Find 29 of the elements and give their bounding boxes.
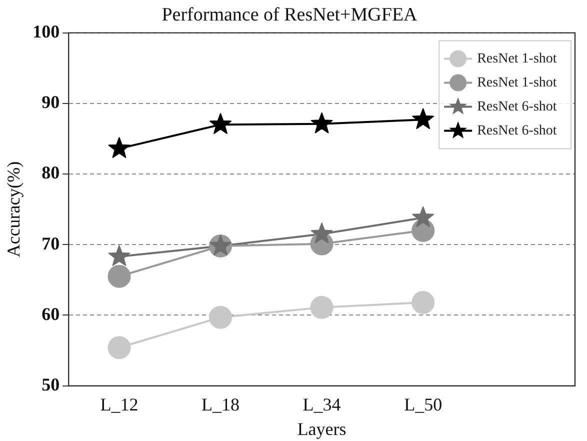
chart-title: Performance of ResNet+MGFEA [162,4,418,26]
point [310,296,334,319]
y-tick-label: 60 [42,304,60,324]
legend-label: ResNet 1-shot [477,51,557,66]
x-tick-label: L_50 [404,394,442,414]
legend-label: ResNet 6-shot [477,123,557,138]
point [210,113,232,134]
x-tick-label: L_12 [100,394,138,414]
y-tick-label: 90 [42,92,60,112]
x-axis-title: Layers [297,418,346,439]
legend-label: ResNet 6-shot [477,99,557,114]
y-tick-label: 70 [42,233,60,254]
point [108,245,130,266]
x-tick-label: L_18 [202,394,240,414]
point [108,264,131,288]
point [108,336,131,360]
point [412,206,434,228]
point [412,108,434,130]
y-tick-label: 50 [42,374,60,394]
legend-label: ResNet 1-shot [477,75,557,90]
point [108,137,130,158]
y-tick-label: 80 [42,162,60,183]
y-tick-label: 100 [32,21,60,42]
point [310,222,333,244]
x-tick-label: L_34 [302,394,341,414]
point [412,290,435,314]
y-axis-title: Accuracy(%) [4,161,24,258]
point [209,306,232,329]
point [310,112,333,134]
